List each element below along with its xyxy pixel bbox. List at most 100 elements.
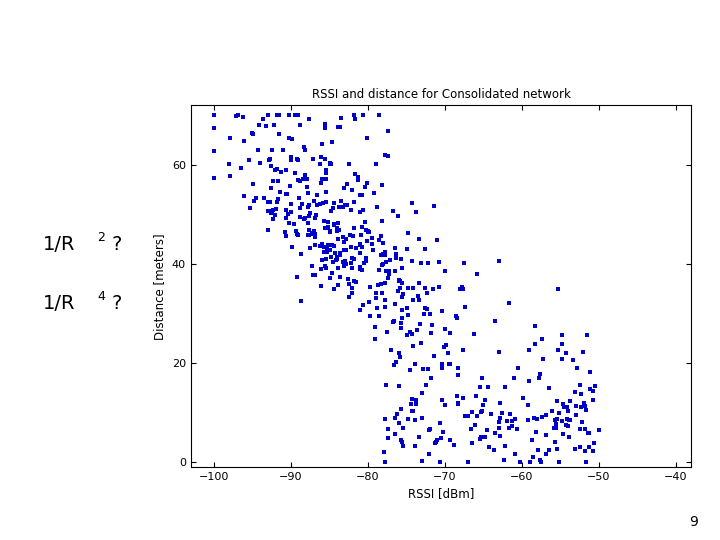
- Point: [395, 276, 406, 285]
- Point: [319, 155, 330, 164]
- Point: [402, 284, 414, 293]
- Point: [430, 438, 441, 447]
- Point: [332, 123, 343, 131]
- Point: [289, 111, 301, 119]
- Point: [548, 423, 559, 432]
- Point: [420, 245, 431, 253]
- Point: [294, 177, 306, 185]
- Point: [402, 415, 414, 423]
- Point: [238, 137, 250, 145]
- Point: [325, 227, 336, 235]
- Point: [541, 450, 552, 458]
- Point: [324, 246, 336, 254]
- Point: [348, 276, 360, 285]
- Point: [574, 442, 585, 451]
- Point: [347, 186, 359, 194]
- Point: [518, 394, 529, 402]
- Point: [328, 219, 340, 228]
- Point: [439, 266, 451, 275]
- Point: [294, 204, 306, 212]
- Point: [320, 188, 331, 197]
- Point: [477, 401, 489, 409]
- Point: [424, 309, 436, 318]
- Point: [589, 382, 600, 390]
- Point: [363, 228, 374, 237]
- Point: [320, 166, 332, 174]
- Point: [495, 414, 506, 422]
- Point: [402, 228, 414, 237]
- Point: [584, 368, 595, 376]
- Point: [373, 236, 384, 245]
- Point: [307, 230, 319, 239]
- Text: ?: ?: [112, 235, 122, 254]
- Point: [262, 225, 274, 234]
- Point: [271, 111, 283, 119]
- Point: [508, 374, 520, 382]
- Point: [322, 224, 333, 233]
- Point: [370, 289, 382, 298]
- Point: [328, 204, 339, 212]
- Point: [485, 410, 497, 418]
- Point: [364, 312, 376, 320]
- Point: [364, 298, 375, 307]
- Point: [308, 227, 320, 235]
- Point: [462, 458, 474, 467]
- Point: [593, 426, 604, 435]
- Point: [281, 189, 292, 198]
- Point: [581, 331, 593, 340]
- Point: [570, 410, 582, 419]
- Point: [576, 418, 588, 427]
- Point: [268, 177, 279, 186]
- Point: [225, 133, 236, 142]
- Point: [389, 267, 400, 275]
- Point: [302, 189, 313, 198]
- Point: [250, 194, 261, 202]
- Point: [362, 227, 374, 235]
- Point: [456, 282, 468, 291]
- Point: [314, 160, 325, 168]
- Point: [285, 156, 297, 165]
- Point: [529, 321, 541, 330]
- Point: [402, 311, 414, 320]
- Point: [554, 409, 565, 417]
- Point: [458, 258, 469, 267]
- Point: [392, 287, 404, 295]
- Point: [393, 275, 405, 284]
- Point: [579, 447, 590, 455]
- Point: [379, 302, 390, 311]
- Point: [440, 325, 451, 333]
- Point: [558, 402, 570, 411]
- Point: [341, 180, 353, 189]
- Point: [382, 424, 393, 433]
- Point: [416, 389, 428, 397]
- Point: [395, 323, 407, 332]
- Point: [333, 225, 345, 234]
- Point: [354, 239, 366, 248]
- Point: [376, 289, 387, 298]
- Point: [418, 364, 429, 373]
- Point: [583, 443, 595, 452]
- Point: [388, 316, 400, 325]
- Point: [265, 198, 276, 207]
- Point: [320, 124, 331, 132]
- Point: [536, 458, 547, 467]
- Point: [534, 455, 545, 464]
- Point: [330, 249, 341, 258]
- Point: [334, 251, 346, 259]
- Point: [277, 146, 289, 154]
- Point: [332, 235, 343, 244]
- Point: [377, 250, 388, 259]
- Point: [319, 224, 330, 232]
- Point: [493, 417, 505, 426]
- Point: [339, 201, 351, 210]
- Point: [382, 127, 393, 136]
- Point: [266, 146, 278, 154]
- Point: [444, 436, 456, 444]
- Point: [498, 456, 509, 464]
- Point: [379, 458, 391, 467]
- Point: [530, 428, 541, 436]
- Point: [379, 279, 391, 287]
- Point: [467, 408, 478, 416]
- Point: [452, 363, 464, 372]
- Point: [310, 211, 322, 220]
